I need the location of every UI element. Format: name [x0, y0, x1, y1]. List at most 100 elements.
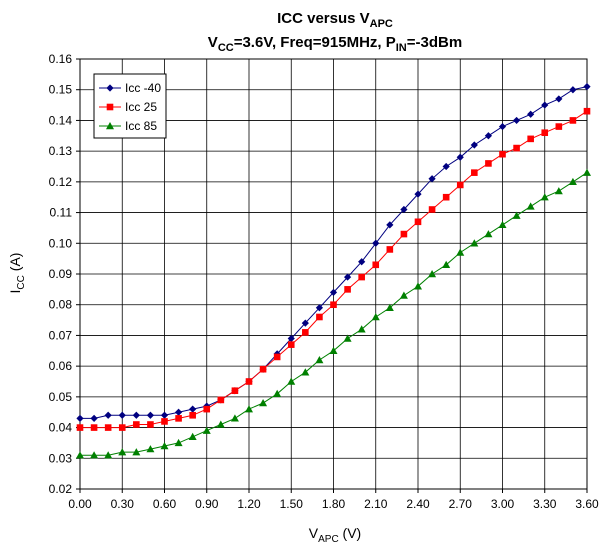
data-point [484, 132, 493, 140]
x-tick-label: 1.20 [237, 497, 261, 511]
chart-subtitle: VCC=3.6V, Freq=915MHz, PIN=-3dBm [208, 34, 462, 54]
data-point [188, 432, 197, 440]
data-point [400, 205, 408, 214]
data-point [513, 144, 520, 152]
data-point [498, 122, 507, 131]
y-tick-label: 0.03 [49, 451, 73, 465]
data-point [512, 211, 521, 219]
data-point [541, 101, 549, 109]
data-point [301, 319, 309, 327]
data-point [329, 346, 338, 354]
data-point [329, 288, 338, 297]
data-point [203, 405, 211, 413]
data-point [132, 448, 141, 456]
data-point [160, 411, 169, 419]
data-point [400, 230, 408, 238]
data-point [485, 160, 492, 167]
data-point [90, 414, 98, 422]
data-point [499, 150, 506, 158]
series-2 [76, 107, 591, 431]
chart-title: ICC versus VAPC [277, 10, 393, 30]
data-point [104, 451, 113, 459]
data-point [230, 414, 239, 422]
data-point [554, 187, 563, 195]
plot-border [79, 58, 588, 490]
data-point [118, 448, 127, 456]
data-point [470, 141, 478, 149]
legend-box [93, 73, 167, 139]
data-point [399, 291, 408, 299]
x-tick-label: 0.60 [153, 497, 177, 511]
y-axis-title: ICC (A) [7, 253, 27, 294]
data-point [217, 396, 225, 404]
data-point [414, 218, 422, 226]
data-point [385, 303, 394, 311]
data-point [456, 181, 464, 189]
legend-item: Icc 25 [99, 100, 157, 114]
x-tick-label: 0.90 [195, 497, 219, 511]
data-point [189, 405, 197, 413]
x-tick-label: 3.60 [575, 497, 599, 511]
data-point [414, 190, 422, 198]
data-point [371, 313, 380, 321]
data-point [527, 110, 535, 118]
data-point [456, 248, 465, 256]
y-tick-label: 0.08 [49, 298, 73, 312]
y-tick-label: 0.04 [49, 421, 73, 435]
data-point [484, 230, 493, 238]
data-point [231, 387, 239, 395]
data-point [315, 304, 324, 312]
data-point [555, 95, 563, 103]
data-point [160, 442, 169, 450]
x-tick-label: 2.10 [364, 497, 388, 511]
data-point [583, 83, 591, 91]
x-tick-label: 1.80 [322, 497, 346, 511]
y-tick-label: 0.06 [49, 359, 73, 373]
data-point [512, 116, 521, 125]
data-point [104, 411, 112, 419]
data-point [568, 177, 577, 186]
data-point [526, 202, 535, 210]
data-point [146, 411, 155, 419]
data-point [442, 193, 450, 201]
axes: 0.02 0.03 0.04 0.05 0.06 0.07 0.08 0.09 0.10 0.11… [49, 52, 599, 511]
data-point [90, 424, 98, 431]
data-point [456, 153, 464, 161]
data-point [498, 220, 507, 229]
data-point [189, 411, 196, 419]
x-tick-label: 3.00 [491, 497, 515, 511]
data-point [301, 368, 310, 376]
data-point [344, 286, 351, 293]
data-point [470, 239, 479, 247]
data-point [315, 356, 324, 364]
data-point [357, 325, 366, 333]
data-point [541, 129, 549, 137]
data-point [442, 162, 450, 171]
y-tick-label: 0.13 [49, 144, 73, 158]
data-point [471, 169, 478, 176]
data-point [527, 135, 534, 143]
data-point [245, 405, 253, 413]
data-point [358, 258, 366, 266]
x-tick-label: 1.50 [280, 497, 304, 511]
data-point [76, 424, 84, 431]
y-tick-label: 0.16 [49, 52, 73, 66]
data-point [428, 175, 436, 183]
data-point [442, 260, 451, 268]
data-point [174, 408, 183, 416]
data-point [76, 414, 84, 422]
data-point [287, 341, 295, 348]
x-tick-label: 2.40 [406, 497, 430, 511]
data-point [386, 221, 394, 229]
x-tick-label: 0.30 [111, 497, 135, 511]
data-point [316, 313, 323, 321]
data-point [147, 421, 154, 428]
data-point [555, 123, 563, 130]
data-point [146, 445, 155, 453]
data-point [161, 418, 168, 425]
data-point [118, 424, 126, 431]
data-point [414, 282, 422, 290]
data-point [330, 301, 337, 309]
series-3 [76, 168, 591, 459]
